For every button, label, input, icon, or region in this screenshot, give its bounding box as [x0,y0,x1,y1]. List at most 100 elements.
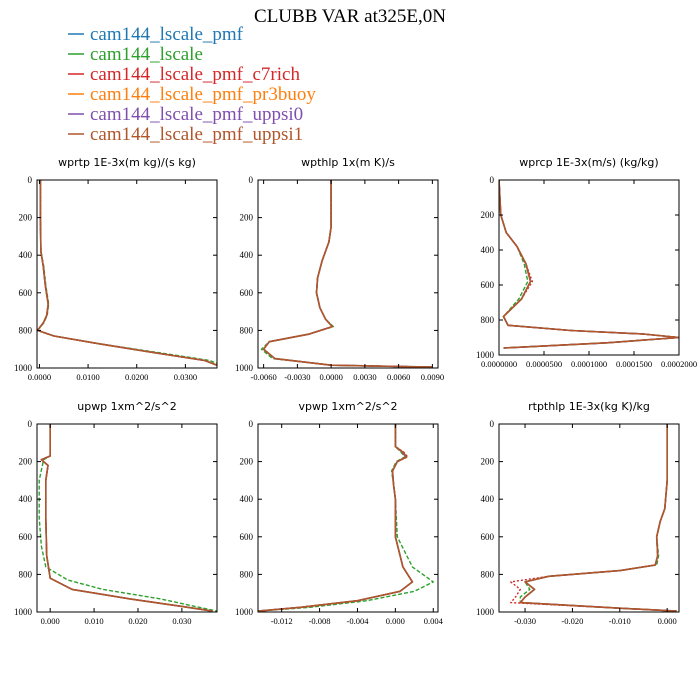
y-tick-label: 200 [481,457,495,467]
series-group [510,424,677,612]
x-tick-label: 0.020 [128,616,147,626]
y-tick-label: 800 [19,569,33,579]
x-tick-label: 0.0000 [28,372,51,382]
plot-frame [498,423,680,613]
panel-title: rtpthlp 1E-3x(kg K)/kg [528,400,650,413]
plot-frame [498,179,680,356]
series-group [37,180,217,366]
chart-panel: upwp 1xm^2/s^2 0 200 400 600 800 1000 0.000 0.01… [14,400,218,626]
x-tick-label: 0.030 [172,616,191,626]
x-tick-label: -0.0030 [284,372,310,382]
series-line [258,424,414,612]
chart-panel: vpwp 1xm^2/s^2 0 200 400 600 800 1000 -0.012 -0.… [235,400,444,626]
x-tick-label: 0.004 [424,616,444,626]
y-tick-label: 400 [481,245,495,255]
legend-label: cam144_lscale_pmf_uppsi1 [90,124,303,145]
series-group [258,424,434,612]
chart-panels: wprtp 1E-3x(m kg)/(s kg) 0 200 400 600 800 100… [14,156,697,626]
x-tick-label: 0.0300 [174,372,197,382]
x-tick-label: 0.000 [386,616,405,626]
series-line [40,424,213,612]
series-line [258,424,414,612]
x-tick-label: -0.010 [609,616,631,626]
series-line [262,180,433,368]
y-tick-label: 600 [19,288,33,298]
series-line [519,424,677,612]
y-tick-label: 800 [19,325,33,335]
y-tick-label: 200 [19,457,33,467]
x-tick-label: 0.0000500 [526,359,562,369]
panel-title: wprcp 1E-3x(m/s) (kg/kg) [519,156,658,169]
series-line [40,424,213,612]
y-tick-label: 400 [19,250,33,260]
legend-label: cam144_lscale_pmf_c7rich [90,64,300,85]
x-tick-label: -0.030 [514,616,536,626]
y-tick-label: 1000 [476,607,495,617]
y-tick-label: 200 [240,457,254,467]
y-tick-label: 200 [240,213,254,223]
series-group [260,180,433,368]
legend-item: cam144_lscale_pmf [68,24,244,45]
x-tick-label: -0.008 [309,616,331,626]
legend-item: cam144_lscale_pmf_c7rich [68,64,300,85]
chart-panel: wprcp 1E-3x(m/s) (kg/kg) 0 200 400 600 800 100… [476,156,697,369]
y-tick-label: 0 [490,419,495,429]
x-tick-label: 0.010 [85,616,104,626]
x-tick-label: 0.0060 [387,372,410,382]
y-tick-label: 1000 [476,350,495,360]
y-tick-label: 400 [240,494,254,504]
x-tick-label: 0.0200 [125,372,148,382]
x-tick-label: 0.0100 [76,372,99,382]
series-line [519,424,677,612]
y-tick-label: 800 [481,569,495,579]
series-line [258,424,414,612]
x-tick-label: -0.012 [271,616,293,626]
series-group [38,424,217,612]
x-tick-label: -0.004 [346,616,369,626]
y-tick-label: 600 [240,532,254,542]
y-tick-label: 0 [249,175,254,185]
x-tick-label: 0.0001000 [571,359,607,369]
plot-frame [36,179,218,369]
y-tick-label: 600 [19,532,33,542]
panel-title: vpwp 1xm^2/s^2 [298,400,397,413]
y-tick-label: 200 [19,213,33,223]
legend-item: cam144_lscale_pmf_uppsi0 [68,104,303,125]
y-tick-label: 800 [240,569,254,579]
y-tick-label: 0 [28,175,33,185]
series-line [40,424,213,612]
series-line [262,180,433,368]
x-tick-label: -0.0060 [251,372,277,382]
legend-label: cam144_lscale_pmf_pr3buoy [90,84,316,105]
y-tick-label: 0 [249,419,254,429]
y-tick-label: 0 [490,175,495,185]
series-line [519,424,677,612]
y-tick-label: 400 [481,494,495,504]
chart-panel: wprtp 1E-3x(m kg)/(s kg) 0 200 400 600 800 100… [14,156,218,382]
x-tick-label: 0.0000 [319,372,342,382]
series-line [258,424,414,612]
y-tick-label: 1000 [235,607,254,617]
y-tick-label: 200 [481,210,495,220]
legend-label: cam144_lscale_pmf [90,24,244,45]
figure-title: CLUBB VAR at325E,0N [254,6,446,27]
x-tick-label: 0.0002000 [661,359,697,369]
panel-title: wprtp 1E-3x(m kg)/(s kg) [58,156,196,169]
legend-item: cam144_lscale_pmf_pr3buoy [68,84,316,105]
series-line [40,424,213,612]
series-line [262,180,433,368]
series-line [38,424,217,612]
y-tick-label: 400 [240,250,254,260]
series-line [258,424,414,612]
legend-item: cam144_lscale_pmf_uppsi1 [68,124,303,145]
x-tick-label: 0.0001500 [616,359,652,369]
chart-panel: rtpthlp 1E-3x(kg K)/kg 0 200 400 600 800 1000 -… [476,400,680,626]
y-tick-label: 800 [481,315,495,325]
y-tick-label: 1000 [14,607,33,617]
y-tick-label: 600 [481,532,495,542]
x-tick-label: 0.0000000 [481,359,517,369]
y-tick-label: 1000 [14,363,33,373]
legend-item: cam144_lscale [68,44,203,65]
series-line [519,424,677,612]
y-tick-label: 1000 [235,363,254,373]
